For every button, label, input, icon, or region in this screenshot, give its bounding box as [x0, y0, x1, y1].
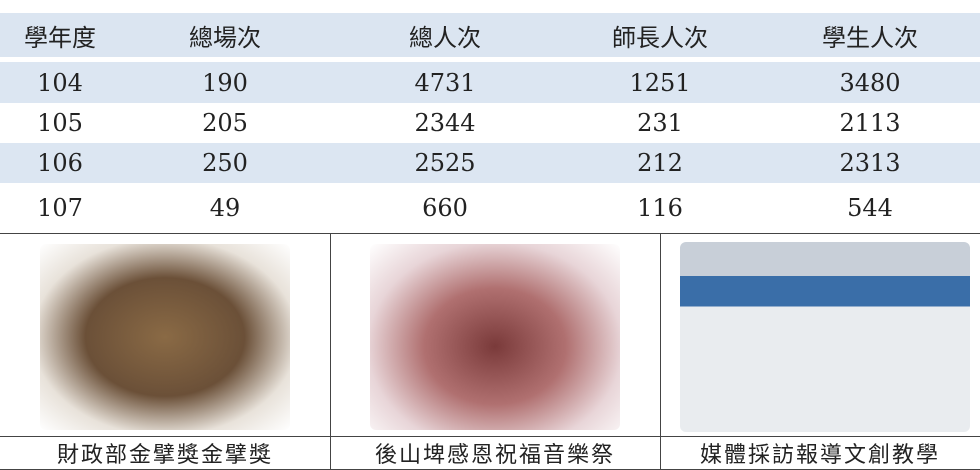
table-cell: 106 — [0, 143, 120, 183]
table-cell: 1251 — [560, 62, 760, 103]
table-cell: 105 — [0, 103, 120, 143]
table-cell: 2313 — [760, 143, 980, 183]
caption: 財政部金擘獎金擘獎 — [0, 437, 330, 469]
caption: 後山埤感恩祝福音樂祭 — [330, 437, 660, 469]
table-cell: 49 — [120, 183, 330, 233]
table-cell: 104 — [0, 62, 120, 103]
photo-concert — [370, 244, 620, 430]
header-cell: 總場次 — [120, 13, 330, 57]
table-cell: 190 — [120, 62, 330, 103]
photo-newspaper — [680, 242, 970, 432]
table-cell: 2344 — [330, 103, 560, 143]
header-cell: 總人次 — [330, 13, 560, 57]
header-cell: 學年度 — [0, 13, 120, 57]
table-cell: 4731 — [330, 62, 560, 103]
table-cell: 2113 — [760, 103, 980, 143]
table-cell: 231 — [560, 103, 760, 143]
border — [660, 233, 661, 470]
border — [330, 233, 331, 470]
header-cell: 學生人次 — [760, 13, 980, 57]
table-cell: 212 — [560, 143, 760, 183]
table-cell: 250 — [120, 143, 330, 183]
photo-award — [40, 244, 290, 430]
table-cell: 2525 — [330, 143, 560, 183]
table-cell: 544 — [760, 183, 980, 233]
page: {"table": { "header": ["學年度", "總場次", "總人… — [0, 0, 980, 470]
border — [0, 233, 980, 234]
table-cell: 660 — [330, 183, 560, 233]
table-cell: 205 — [120, 103, 330, 143]
caption: 媒體採訪報導文創教學 — [660, 437, 980, 469]
header-cell: 師長人次 — [560, 13, 760, 57]
table-cell: 116 — [560, 183, 760, 233]
table-cell: 107 — [0, 183, 120, 233]
table-cell: 3480 — [760, 62, 980, 103]
